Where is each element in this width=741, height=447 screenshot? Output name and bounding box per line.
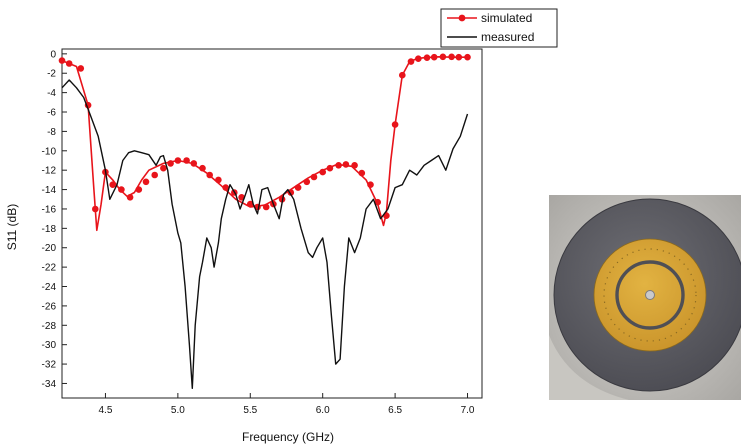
data-point-simulated [215, 176, 222, 184]
data-point-simulated [58, 57, 66, 64]
data-point-simulated [262, 203, 270, 211]
y-axis-label: S11 (dB) [5, 204, 19, 250]
y-tick-label: -8 [47, 127, 56, 138]
legend: simulated measured [440, 8, 558, 48]
data-point-simulated [319, 168, 327, 176]
data-point-simulated [430, 53, 438, 61]
legend-label-simulated: simulated [481, 11, 532, 25]
y-tick-label: -18 [42, 224, 57, 235]
data-point-simulated [326, 164, 334, 172]
data-point-simulated [342, 161, 350, 168]
y-tick-label: -34 [42, 379, 57, 390]
x-tick-label: 4.5 [98, 405, 112, 416]
data-point-simulated [367, 181, 374, 188]
via-ring [603, 248, 697, 342]
x-axis-label: Frequency (GHz) [242, 430, 334, 444]
y-tick-label: -24 [42, 282, 57, 293]
data-point-simulated [303, 178, 311, 186]
data-point-simulated [199, 164, 206, 172]
patch-edge [593, 238, 707, 352]
y-tick-label: -4 [47, 88, 56, 99]
data-point-simulated [206, 171, 213, 179]
photo-shadow [549, 335, 629, 400]
feed-pin [645, 290, 655, 300]
x-tick-label: 5.5 [243, 405, 257, 416]
data-point-simulated [464, 53, 471, 61]
data-point-simulated [455, 53, 463, 61]
y-tick-label: -14 [42, 185, 57, 196]
y-tick-label: -32 [42, 360, 57, 371]
data-point-simulated [399, 71, 406, 79]
data-point-simulated [222, 184, 229, 191]
data-point-simulated [407, 58, 415, 65]
y-tick-label: -6 [47, 108, 56, 119]
y-tick-label: -28 [42, 321, 57, 332]
data-point-simulated [294, 184, 302, 191]
y-tick-label: -20 [42, 243, 57, 254]
data-point-simulated [358, 169, 366, 177]
ticks-layer: 4.5 5.0 5.5 6.0 6.5 7.0 0 -2 -4 -6 -8 -10 -12 -14 -16 -… [42, 49, 475, 416]
plot-area: 4.5 5.0 5.5 6.0 6.5 7.0 0 -2 -4 -6 -8 -10 -12 -14 -16 -… [42, 48, 483, 416]
data-point-simulated [142, 178, 150, 186]
y-tick-label: -16 [42, 204, 57, 215]
data-point-simulated [151, 171, 158, 179]
data-point-simulated [190, 160, 198, 167]
data-point-simulated [135, 186, 143, 193]
data-point-simulated [126, 194, 134, 201]
plot-frame [61, 48, 483, 399]
data-point-simulated [109, 181, 116, 188]
data-point-simulated [423, 54, 431, 61]
data-point-simulated [77, 65, 85, 72]
data-point-simulated [160, 164, 167, 172]
data-point-simulated [247, 200, 254, 208]
data-point-simulated [118, 186, 125, 193]
data-point-simulated [448, 53, 455, 61]
data-point-simulated [183, 157, 190, 164]
series-line-measured [61, 79, 469, 389]
data-point-simulated [391, 121, 399, 128]
series-layer [58, 53, 471, 389]
legend-marker-simulated [458, 14, 466, 22]
data-point-simulated [65, 60, 73, 67]
x-tick-label: 5.0 [171, 405, 185, 416]
y-tick-label: -30 [42, 340, 57, 351]
data-point-simulated [415, 55, 422, 62]
data-point-simulated [439, 53, 447, 61]
data-point-simulated [174, 157, 182, 164]
legend-label-measured: measured [481, 30, 534, 44]
slot-ring [615, 260, 685, 330]
y-tick-label: 0 [50, 49, 56, 60]
x-tick-label: 6.0 [316, 405, 330, 416]
y-tick-label: -22 [42, 263, 57, 274]
y-tick-label: -12 [42, 166, 57, 177]
data-point-simulated [374, 198, 382, 206]
data-point-simulated [92, 205, 99, 213]
y-tick-label: -10 [42, 146, 57, 157]
y-tick-label: -2 [47, 69, 56, 80]
data-point-simulated [167, 160, 174, 167]
data-point-simulated [310, 173, 318, 181]
y-tick-label: -26 [42, 301, 57, 312]
data-point-simulated [335, 162, 342, 169]
x-tick-label: 7.0 [461, 405, 475, 416]
data-point-simulated [351, 162, 358, 169]
x-tick-label: 6.5 [388, 405, 402, 416]
antenna-prototype-photo [549, 195, 741, 400]
